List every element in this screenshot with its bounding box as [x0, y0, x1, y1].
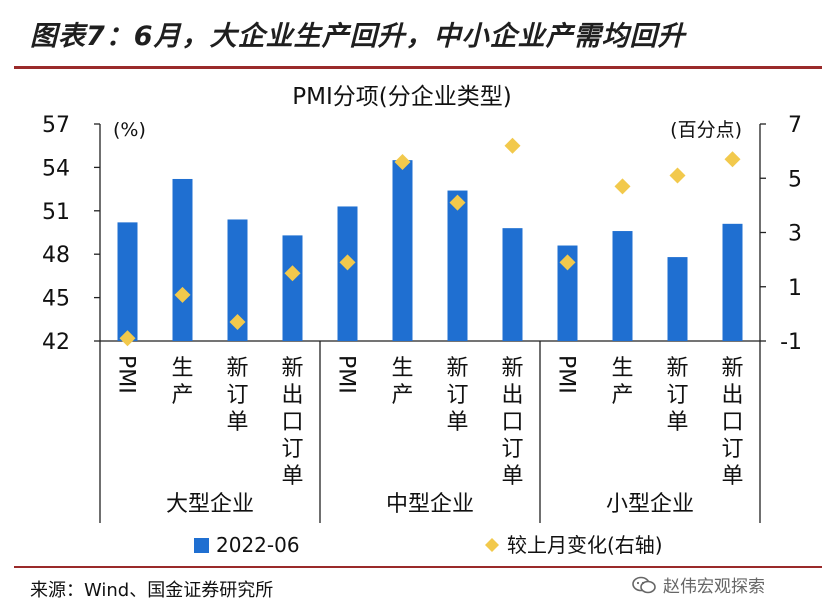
footer-divider: [14, 566, 822, 568]
bar: [447, 190, 468, 341]
left-tick-label: 42: [42, 330, 70, 355]
bar: [282, 235, 303, 341]
category-label: PMI: [334, 355, 359, 394]
legend: 2022-06 较上月变化(右轴): [194, 533, 663, 557]
header-divider: [14, 66, 822, 69]
bar: [722, 223, 743, 341]
right-tick-label: -1: [780, 330, 802, 355]
category-label: PMI: [114, 355, 139, 394]
change-marker: [559, 254, 576, 271]
right-tick-label: 7: [788, 113, 802, 138]
change-marker: [174, 286, 191, 303]
category-label: 新出口订单: [281, 356, 303, 489]
change-marker: [284, 265, 301, 282]
legend-marker-swatch: [485, 538, 499, 552]
legend-bar-label: 2022-06: [216, 533, 300, 557]
left-tick-label: 51: [42, 200, 70, 225]
legend-bar-swatch: [194, 538, 209, 553]
change-marker: [614, 178, 631, 195]
left-tick-label: 57: [42, 113, 70, 138]
left-axis-unit: (%): [113, 119, 146, 141]
marker-series: [119, 137, 741, 347]
right-tick-label: 3: [788, 222, 802, 247]
watermark: 赵伟宏观探索: [631, 572, 765, 597]
right-tick-label: 1: [788, 276, 802, 301]
category-label: 新订单: [226, 356, 248, 435]
chart-title: PMI分项(分企业类型): [292, 84, 511, 110]
change-marker: [724, 151, 741, 168]
category-label: 生产: [611, 356, 633, 408]
right-tick-label: 5: [788, 167, 802, 192]
left-tick-label: 45: [42, 287, 70, 312]
category-label: 新出口订单: [501, 356, 523, 489]
header: 图表7：6月，大企业生产回升，中小企业产需均回升: [0, 0, 831, 69]
source-note: 来源：Wind、国金证券研究所: [30, 580, 274, 601]
left-tick-label: 54: [42, 156, 70, 181]
group-label: 中型企业: [386, 492, 474, 517]
change-marker: [339, 254, 356, 271]
change-marker: [504, 137, 521, 154]
category-label: 生产: [171, 356, 193, 408]
bar: [337, 206, 358, 341]
right-axis-unit: (百分点): [670, 119, 742, 141]
bar: [502, 228, 523, 341]
category-label: 生产: [391, 356, 413, 408]
wechat-icon: [632, 576, 656, 593]
bar: [667, 257, 688, 341]
category-labels: PMI 生产 新订单 新出口订单 PMI 生产 新订单 新出口订单 PMI 生产 新订单 新出口订单: [114, 355, 744, 489]
bar: [612, 231, 633, 341]
legend-marker-label: 较上月变化(右轴): [507, 533, 663, 557]
bar: [557, 245, 578, 341]
watermark-text: 赵伟宏观探索: [663, 577, 765, 597]
change-marker: [229, 314, 246, 331]
category-label: 新订单: [446, 356, 468, 435]
category-label: 新订单: [666, 356, 688, 435]
bar: [172, 178, 193, 341]
category-label: 新出口订单: [721, 356, 743, 489]
bar-series: [117, 160, 743, 341]
change-marker: [119, 330, 136, 347]
figure-title: 图表7：6月，大企业生产回升，中小企业产需均回升: [30, 21, 686, 52]
bar: [392, 160, 413, 341]
bar: [117, 222, 138, 341]
change-marker: [394, 153, 411, 170]
category-label: PMI: [554, 355, 579, 394]
change-marker: [669, 167, 686, 184]
group-label: 小型企业: [606, 492, 694, 517]
left-tick-label: 48: [42, 243, 70, 268]
group-label: 大型企业: [166, 492, 254, 517]
change-marker: [449, 194, 466, 211]
bar: [227, 219, 248, 341]
pmi-chart: PMI分项(分企业类型) (%) (百分点) 424548515457-1135…: [42, 84, 802, 557]
